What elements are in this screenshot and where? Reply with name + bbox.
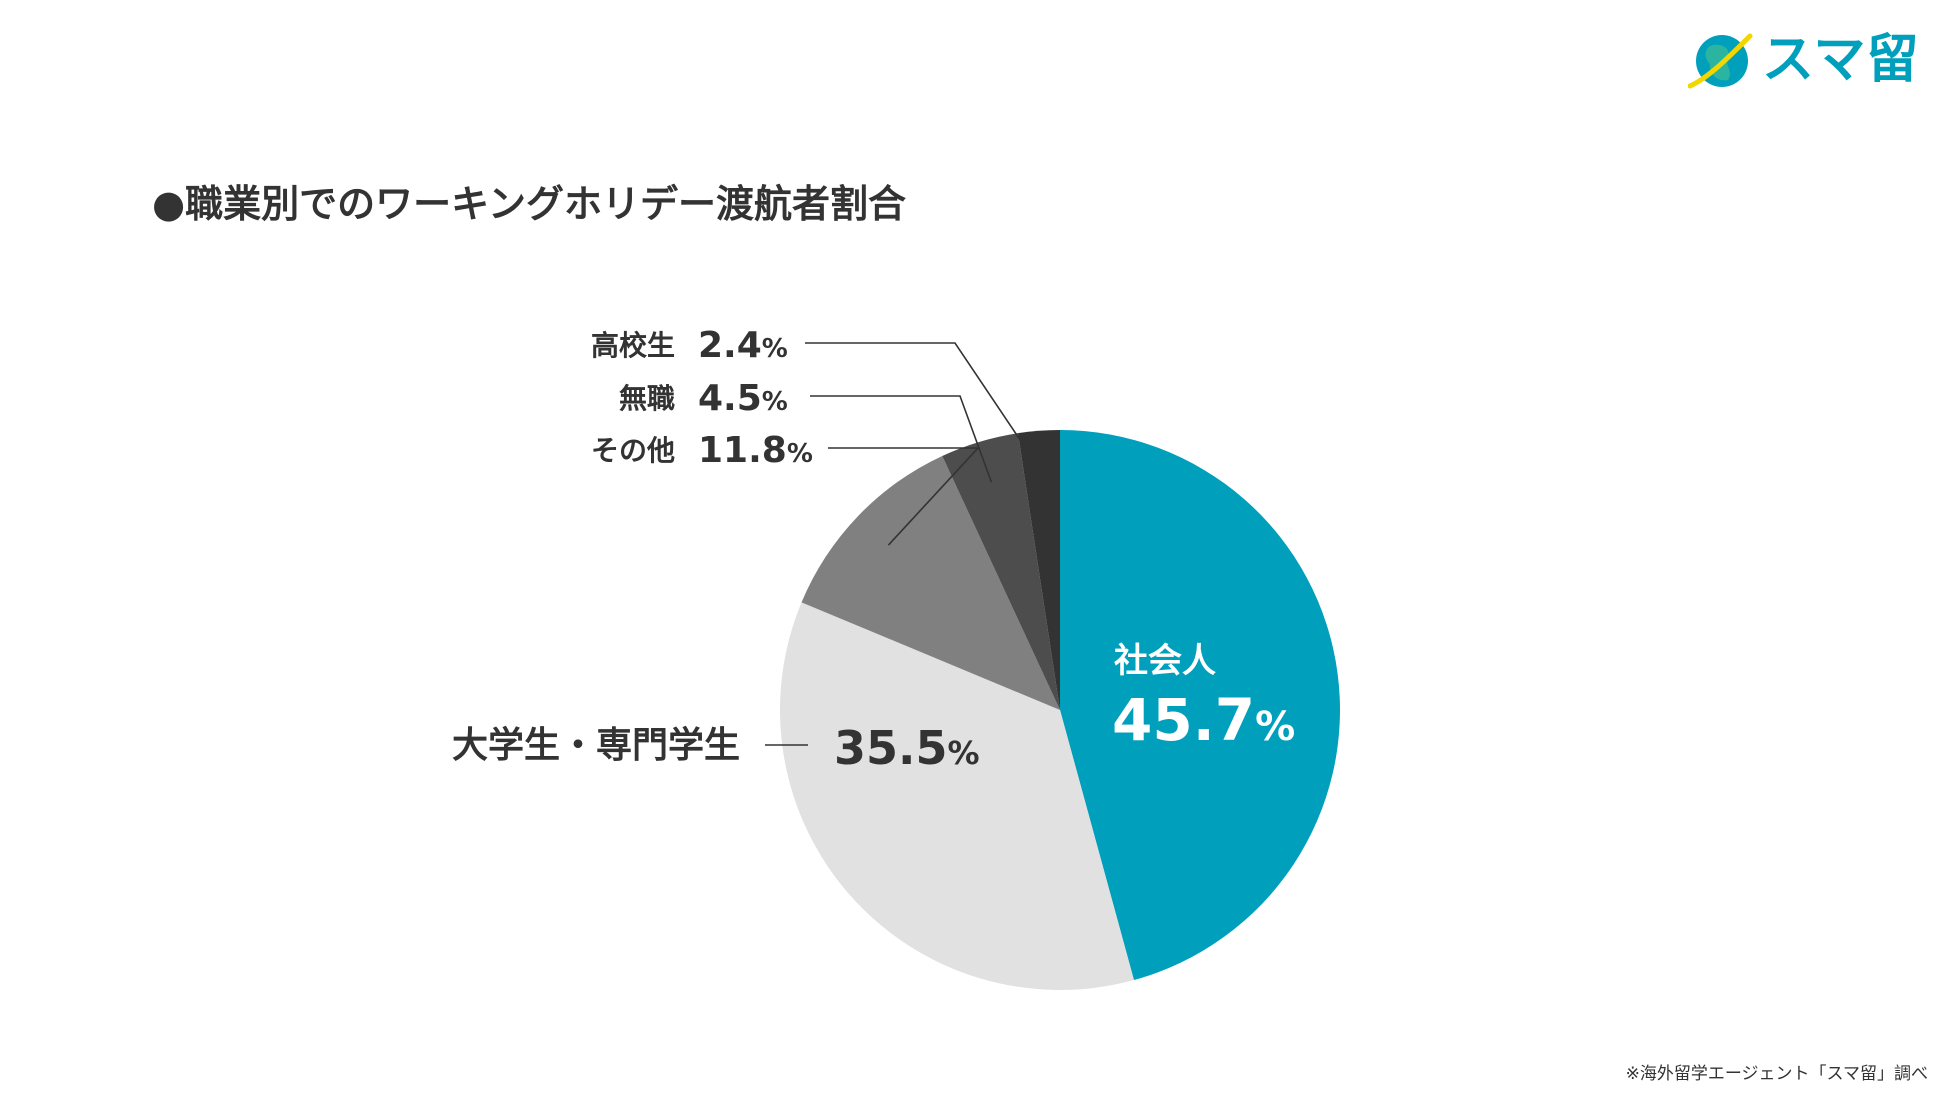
pie-slice-3 xyxy=(942,433,1060,710)
slice-label-1-value: 35.5% xyxy=(834,721,980,775)
slice-labels: 社会人 45.7% 大学生・専門学生 35.5% 高校生 2.4% 無職 4.5% その他 11.… xyxy=(452,325,1295,775)
leader-lines xyxy=(765,342,1043,746)
slice-label-2-name: その他 xyxy=(591,434,675,467)
pie-slices xyxy=(780,430,1341,991)
slice-label-4-name: 高校生 xyxy=(591,329,675,362)
slice-label-4-value: 2.4% xyxy=(698,325,788,366)
chart-title: ●職業別でのワーキングホリデー渡航者割合 xyxy=(152,182,907,226)
pie-slice-0 xyxy=(1060,430,1341,981)
slice-label-2-value: 11.8% xyxy=(698,430,813,471)
slice-label-3-value: 4.5% xyxy=(698,378,788,419)
slice-label-0-name: 社会人 xyxy=(1114,641,1216,681)
pie-slice-4 xyxy=(1017,430,1060,710)
slice-label-1-name: 大学生・専門学生 xyxy=(452,724,740,766)
slice-label-0-value: 45.7% xyxy=(1112,686,1295,754)
pie-slice-1 xyxy=(780,602,1134,991)
leader-line-3 xyxy=(810,395,993,483)
source-note: ※海外留学エージェント「スマ留」調べ xyxy=(1625,1064,1928,1084)
globe-icon-orbit xyxy=(1688,33,1753,89)
leader-line-4 xyxy=(805,342,1043,474)
leader-line-2 xyxy=(828,447,980,546)
slice-label-3-name: 無職 xyxy=(619,382,675,415)
logo-globe-icon xyxy=(1688,33,1753,89)
pie-slice-2 xyxy=(801,455,1060,710)
logo-text: スマ留 xyxy=(1762,30,1920,90)
